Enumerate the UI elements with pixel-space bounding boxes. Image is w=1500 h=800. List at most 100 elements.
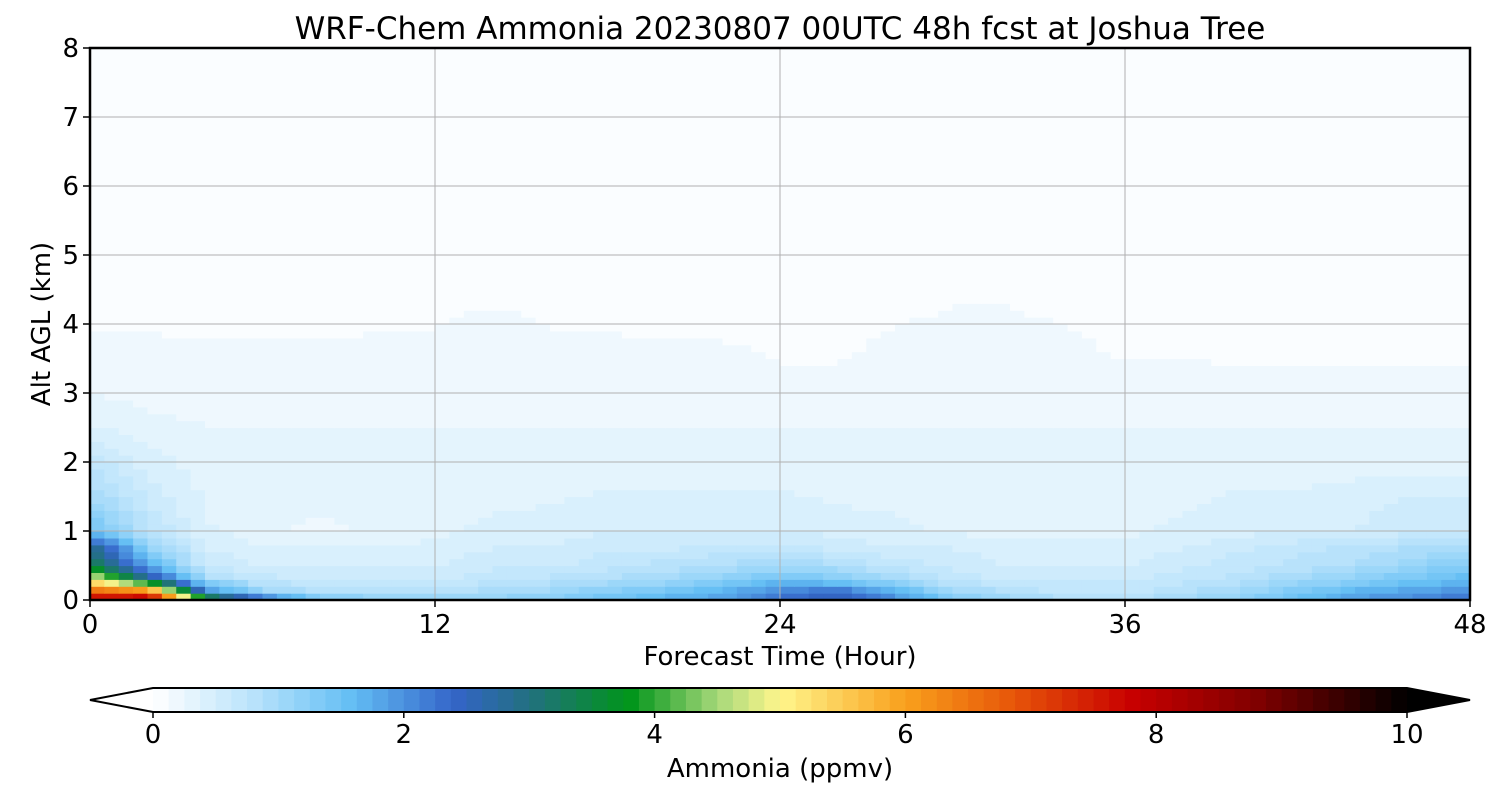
heatmap-cell	[780, 330, 795, 339]
heatmap-cell	[478, 496, 494, 504]
heatmap-cell	[147, 351, 163, 360]
heatmap-cell	[463, 448, 479, 456]
heatmap-cell	[1398, 275, 1414, 284]
heatmap-cell	[1125, 337, 1140, 346]
heatmap-cell	[219, 572, 235, 580]
heatmap-cell	[176, 337, 192, 346]
heatmap-cell	[406, 489, 422, 498]
heatmap-cell	[780, 524, 795, 532]
heatmap-cell	[276, 365, 292, 373]
heatmap-cell	[995, 310, 1011, 318]
heatmap-cell	[406, 399, 422, 408]
heatmap-cell	[966, 565, 982, 573]
heatmap-cell	[406, 379, 422, 387]
heatmap-cell	[305, 275, 321, 284]
heatmap-cell	[866, 268, 882, 277]
heatmap-cell	[895, 565, 910, 573]
heatmap-cell	[1211, 386, 1227, 394]
heatmap-cell	[1369, 372, 1385, 380]
heatmap-cell	[176, 586, 192, 594]
heatmap-cell	[1441, 517, 1457, 525]
heatmap-cell	[1153, 544, 1169, 553]
heatmap-cell	[693, 531, 709, 539]
heatmap-cell	[1153, 268, 1169, 277]
heatmap-cell	[1139, 344, 1155, 353]
heatmap-cell	[1426, 365, 1442, 373]
heatmap-cell	[1096, 420, 1112, 429]
heatmap-cell	[866, 310, 882, 318]
heatmap-cell	[578, 289, 594, 297]
heatmap-cell	[823, 558, 839, 567]
heatmap-cell	[1268, 351, 1284, 360]
heatmap-cell	[1053, 551, 1069, 560]
heatmap-cell	[1441, 413, 1457, 422]
heatmap-cell	[176, 351, 192, 360]
heatmap-cell	[550, 475, 565, 484]
heatmap-cell	[794, 261, 810, 270]
heatmap-cell	[1196, 386, 1212, 394]
heatmap-cell	[1283, 572, 1299, 580]
heatmap-cell	[1426, 393, 1442, 401]
heatmap-cell	[837, 413, 853, 422]
heatmap-cell	[133, 330, 149, 339]
heatmap-cell	[1196, 282, 1212, 291]
heatmap-cell	[1067, 517, 1083, 525]
heatmap-cell	[492, 531, 508, 539]
heatmap-cell	[995, 475, 1011, 484]
heatmap-cell	[995, 558, 1011, 567]
heatmap-cell	[492, 241, 508, 249]
heatmap-cell	[521, 275, 537, 284]
heatmap-cell	[636, 393, 652, 401]
heatmap-cell	[650, 310, 666, 318]
heatmap-cell	[1297, 406, 1313, 415]
heatmap-cell	[1455, 503, 1471, 511]
heatmap-cell	[118, 551, 134, 560]
heatmap-cell	[794, 365, 810, 373]
heatmap-cell	[1340, 572, 1356, 580]
heatmap-cell	[1369, 475, 1385, 484]
heatmap-cell	[895, 579, 910, 587]
heatmap-cell	[1139, 282, 1155, 291]
heatmap-cell	[693, 330, 709, 339]
heatmap-cell	[607, 537, 623, 546]
heatmap-cell	[1053, 241, 1069, 249]
heatmap-cell	[1081, 365, 1097, 373]
heatmap-cell	[1168, 351, 1184, 360]
heatmap-cell	[1355, 448, 1370, 456]
heatmap-cell	[1096, 261, 1112, 270]
heatmap-cell	[435, 572, 450, 580]
heatmap-cell	[823, 489, 839, 498]
heatmap-cell	[1268, 537, 1284, 546]
heatmap-cell	[133, 427, 149, 435]
heatmap-cell	[305, 282, 321, 291]
heatmap-cell	[808, 351, 824, 360]
heatmap-cell	[851, 372, 867, 380]
heatmap-cell	[851, 324, 867, 332]
heatmap-cell	[1254, 268, 1270, 277]
heatmap-cell	[420, 303, 436, 311]
heatmap-cell	[1038, 337, 1054, 346]
heatmap-cell	[1067, 351, 1083, 360]
heatmap-cell	[334, 572, 350, 580]
heatmap-cell	[190, 386, 206, 394]
heatmap-cell	[420, 296, 436, 304]
heatmap-cell	[808, 241, 824, 249]
heatmap-cell	[147, 537, 163, 546]
heatmap-cell	[1268, 261, 1284, 270]
heatmap-cell	[966, 324, 982, 332]
heatmap-cell	[248, 393, 264, 401]
heatmap-cell	[291, 406, 307, 415]
heatmap-cell	[1010, 496, 1025, 504]
heatmap-cell	[923, 310, 939, 318]
heatmap-cell	[320, 406, 335, 415]
heatmap-cell	[435, 524, 450, 532]
heatmap-cell	[1153, 372, 1169, 380]
heatmap-cell	[363, 248, 379, 256]
heatmap-cell	[593, 413, 609, 422]
heatmap-cell	[463, 365, 479, 373]
heatmap-cell	[665, 586, 680, 594]
heatmap-cell	[895, 413, 910, 422]
heatmap-cell	[506, 434, 522, 442]
heatmap-cell	[693, 586, 709, 594]
heatmap-cell	[1182, 468, 1198, 477]
